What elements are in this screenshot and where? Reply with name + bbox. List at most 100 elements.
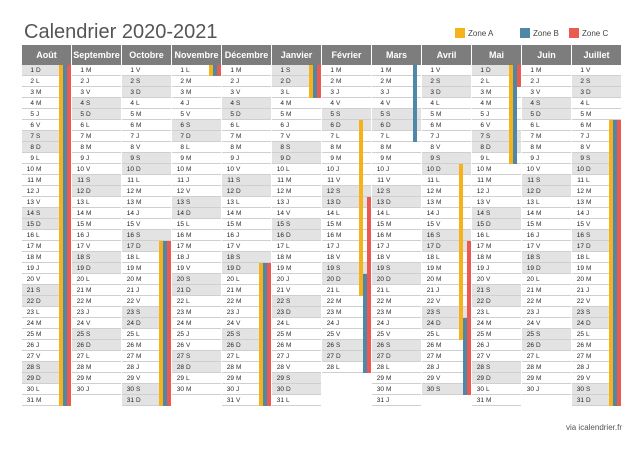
day-cell: 19 S (322, 263, 371, 274)
day-number: 23 (126, 309, 134, 316)
weekday-letter: L (336, 210, 340, 217)
day-cell: 10 M (472, 164, 521, 175)
day-number: 8 (580, 144, 584, 151)
day-cell: 25 V (372, 329, 421, 340)
day-number: 3 (380, 89, 384, 96)
day-number: 14 (326, 210, 334, 217)
day-cell: 25 V (322, 329, 371, 340)
weekday-letter: J (186, 100, 190, 107)
day-cell: 17 J (322, 241, 371, 252)
day-number: 28 (76, 364, 84, 371)
day-number: 23 (276, 309, 284, 316)
day-number: 17 (476, 243, 484, 250)
day-cell: 20 M (122, 274, 171, 285)
day-cell: 30 D (272, 384, 321, 395)
month-column: Juin 1 M 2 J 3 V 4 S 5 D 6 L 7 M 8 M 9 J 10 V 11 S 12 D 13 L 14 M 15 M… (522, 45, 572, 423)
day-number: 11 (477, 177, 484, 184)
weekday-letter: J (586, 210, 590, 217)
weekday-letter: M (386, 309, 392, 316)
day-number: 12 (276, 188, 284, 195)
weekday-letter: V (536, 243, 541, 250)
day-number: 2 (330, 78, 334, 85)
day-number: 12 (26, 188, 34, 195)
day-cell: 28 J (572, 362, 621, 373)
weekday-letter: S (136, 78, 141, 85)
day-number: 3 (230, 89, 234, 96)
day-number: 4 (480, 100, 484, 107)
day-cell: 10 L (272, 164, 321, 175)
day-number: 15 (26, 221, 34, 228)
legend-zone-b-label: Zone B (533, 29, 559, 38)
day-cell: 17 M (22, 241, 71, 252)
day-cell: 29 D (472, 373, 521, 384)
day-number: 16 (176, 232, 184, 239)
day-number: 5 (230, 111, 234, 118)
day-number: 11 (27, 177, 34, 184)
day-number: 9 (480, 155, 484, 162)
weekday-letter: J (236, 386, 240, 393)
weekday-letter: M (236, 67, 242, 74)
weekday-letter: J (136, 287, 140, 294)
day-cell: 31 V (222, 395, 271, 406)
day-number: 13 (176, 199, 184, 206)
weekday-letter: S (436, 309, 441, 316)
day-number: 16 (576, 232, 584, 239)
weekday-letter: M (536, 133, 542, 140)
day-number: 10 (226, 166, 234, 173)
day-number: 9 (380, 155, 384, 162)
day-cell: 10 M (22, 164, 71, 175)
weekday-letter: M (86, 298, 92, 305)
weekday-letter: M (386, 155, 392, 162)
day-number: 20 (26, 276, 34, 283)
holiday-bar-zone-c (367, 197, 371, 373)
weekday-letter: L (286, 89, 290, 96)
day-number: 13 (326, 199, 334, 206)
weekday-letter: M (436, 276, 442, 283)
day-number: 22 (226, 298, 234, 305)
day-number: 6 (530, 122, 534, 129)
weekday-letter: D (136, 397, 141, 404)
day-number: 19 (476, 265, 484, 272)
weekday-letter: S (136, 309, 141, 316)
weekday-letter: M (486, 89, 492, 96)
weekday-letter: S (586, 232, 591, 239)
day-cell: 27 J (272, 351, 321, 362)
weekday-letter: J (536, 155, 540, 162)
day-cell: 13 L (222, 197, 271, 208)
day-number: 6 (30, 122, 34, 129)
day-number: 22 (426, 298, 434, 305)
day-number: 4 (30, 100, 34, 107)
weekday-letter: V (136, 375, 141, 382)
day-cell: 22 D (472, 296, 521, 307)
day-cell: 29 D (22, 373, 71, 384)
day-cell: 13 V (22, 197, 71, 208)
day-number: 3 (430, 89, 434, 96)
day-cell: 23 D (272, 307, 321, 318)
day-cell: 28 M (222, 362, 271, 373)
weekday-letter: D (236, 188, 241, 195)
weekday-letter: M (286, 254, 292, 261)
day-number: 7 (380, 133, 384, 140)
weekday-letter: M (136, 111, 142, 118)
day-number: 3 (180, 89, 184, 96)
weekday-letter: M (536, 144, 542, 151)
day-cell: 12 D (72, 186, 121, 197)
weekday-letter: S (36, 210, 41, 217)
day-number: 8 (280, 144, 284, 151)
weekday-letter: S (36, 133, 41, 140)
month-column: Avril 1 V 2 S 3 D 4 L 5 M 6 M 7 J 8 V 9 S 10 D 11 L 12 M 13 M 14 J 15… (422, 45, 472, 423)
day-number: 24 (576, 320, 584, 327)
day-number: 1 (430, 67, 434, 74)
day-number: 25 (126, 331, 134, 338)
month-header: Novembre (172, 45, 221, 65)
weekday-letter: J (536, 232, 540, 239)
weekday-letter: M (36, 397, 42, 404)
day-cell: 27 L (72, 351, 121, 362)
